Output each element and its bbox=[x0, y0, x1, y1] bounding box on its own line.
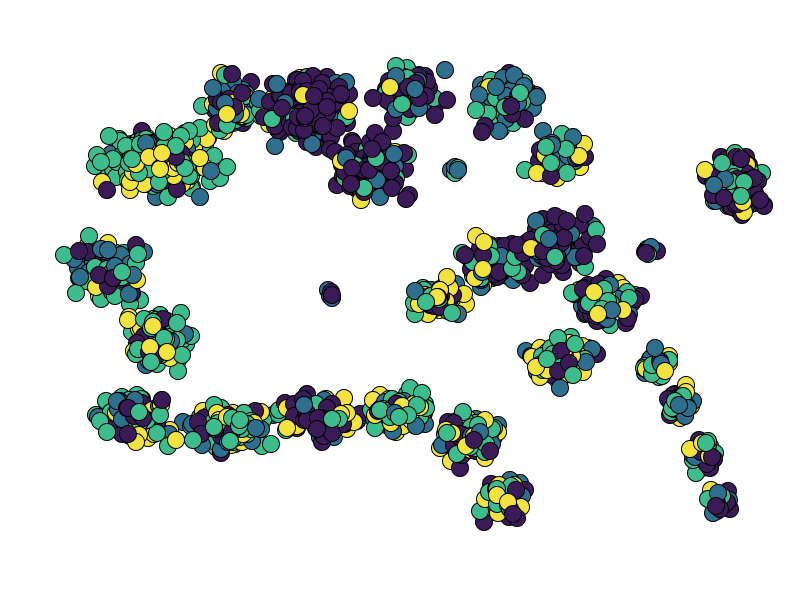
scatter-point bbox=[113, 263, 131, 281]
scatter-point bbox=[558, 212, 576, 230]
scatter-point bbox=[542, 154, 560, 172]
scatter-point bbox=[656, 362, 674, 380]
scatter-point bbox=[456, 246, 474, 264]
scatter-point bbox=[473, 123, 491, 141]
scatter-point bbox=[363, 140, 381, 158]
scatter-point bbox=[191, 149, 209, 167]
scatter-point bbox=[340, 102, 358, 120]
scatter-point bbox=[382, 162, 400, 180]
scatter-point bbox=[218, 158, 236, 176]
scatter-point bbox=[71, 268, 89, 286]
scatter-point bbox=[342, 175, 360, 193]
scatter-point bbox=[383, 179, 401, 197]
scatter-point bbox=[278, 419, 296, 437]
scatter-point bbox=[564, 366, 582, 384]
scatter-point bbox=[707, 497, 725, 515]
scatter-point bbox=[646, 339, 664, 357]
embedding-scatter-plot bbox=[0, 0, 800, 600]
scatter-point bbox=[713, 154, 731, 172]
scatter-point bbox=[364, 89, 382, 107]
scatter-point bbox=[123, 150, 141, 168]
scatter-point bbox=[487, 78, 505, 96]
scatter-point bbox=[314, 117, 332, 135]
scatter-point bbox=[381, 78, 399, 96]
scatter-point bbox=[538, 350, 556, 368]
scatter-point bbox=[697, 434, 715, 452]
scatter-point bbox=[262, 435, 280, 453]
scatter-point bbox=[546, 248, 564, 266]
scatter-point bbox=[266, 137, 284, 155]
scatter-point bbox=[167, 431, 185, 449]
scatter-point bbox=[231, 411, 249, 429]
scatter-point bbox=[184, 431, 202, 449]
scatter-point bbox=[637, 244, 655, 262]
scatter-point bbox=[153, 144, 171, 162]
scatter-point bbox=[92, 153, 110, 171]
scatter-point bbox=[540, 230, 558, 248]
scatter-point bbox=[426, 106, 444, 124]
scatter-point bbox=[385, 145, 403, 163]
scatter-point bbox=[119, 311, 137, 329]
scatter-point bbox=[732, 187, 750, 205]
scatter-point bbox=[751, 191, 769, 209]
scatter-point bbox=[474, 260, 492, 278]
scatter-point bbox=[273, 99, 291, 117]
scatter-point bbox=[98, 423, 116, 441]
scatter-point bbox=[318, 98, 336, 116]
scatter-point bbox=[153, 391, 171, 409]
scatter-point bbox=[205, 418, 223, 436]
scatter-point bbox=[168, 314, 186, 332]
scatter-point bbox=[588, 235, 606, 253]
scatter-point bbox=[502, 97, 520, 115]
scatter-point bbox=[129, 245, 147, 263]
scatter-point bbox=[218, 105, 236, 123]
scatter-point bbox=[295, 396, 313, 414]
scatter-point bbox=[732, 150, 750, 168]
scatter-point bbox=[589, 305, 607, 323]
scatter-point bbox=[566, 335, 584, 353]
scatter-point bbox=[467, 101, 485, 119]
scatter-point bbox=[670, 396, 688, 414]
scatter-point bbox=[406, 80, 424, 98]
scatter-point bbox=[715, 189, 733, 207]
scatter-point bbox=[438, 91, 456, 109]
scatter-point bbox=[70, 242, 88, 260]
scatter-point bbox=[191, 188, 209, 206]
scatter-point bbox=[436, 61, 454, 79]
scatter-point bbox=[438, 424, 456, 442]
scatter-point bbox=[223, 65, 241, 83]
scatter-point bbox=[142, 353, 160, 371]
scatter-point bbox=[504, 505, 522, 523]
scatter-point bbox=[449, 161, 467, 179]
scatter-point bbox=[443, 304, 461, 322]
scatter-point bbox=[393, 95, 411, 113]
scatter-point bbox=[481, 442, 499, 460]
scatter-point bbox=[323, 410, 341, 428]
scatter-point bbox=[268, 75, 286, 93]
scatter-point bbox=[100, 127, 118, 145]
scatter-point bbox=[475, 233, 493, 251]
scatter-point bbox=[296, 107, 314, 125]
scatter-point bbox=[558, 164, 576, 182]
scatter-point bbox=[390, 408, 408, 426]
scatter-point bbox=[465, 431, 483, 449]
scatter-point bbox=[323, 286, 341, 304]
scatter-point bbox=[417, 293, 435, 311]
scatter-point bbox=[151, 160, 169, 178]
scatter-point bbox=[98, 181, 116, 199]
scatter-point bbox=[576, 205, 594, 223]
scatter-point bbox=[585, 283, 603, 301]
scatter-point bbox=[119, 425, 137, 443]
scatter-point bbox=[158, 343, 176, 361]
scatter-point bbox=[67, 284, 85, 302]
scatter-point bbox=[247, 419, 265, 437]
scatter-point bbox=[130, 403, 148, 421]
